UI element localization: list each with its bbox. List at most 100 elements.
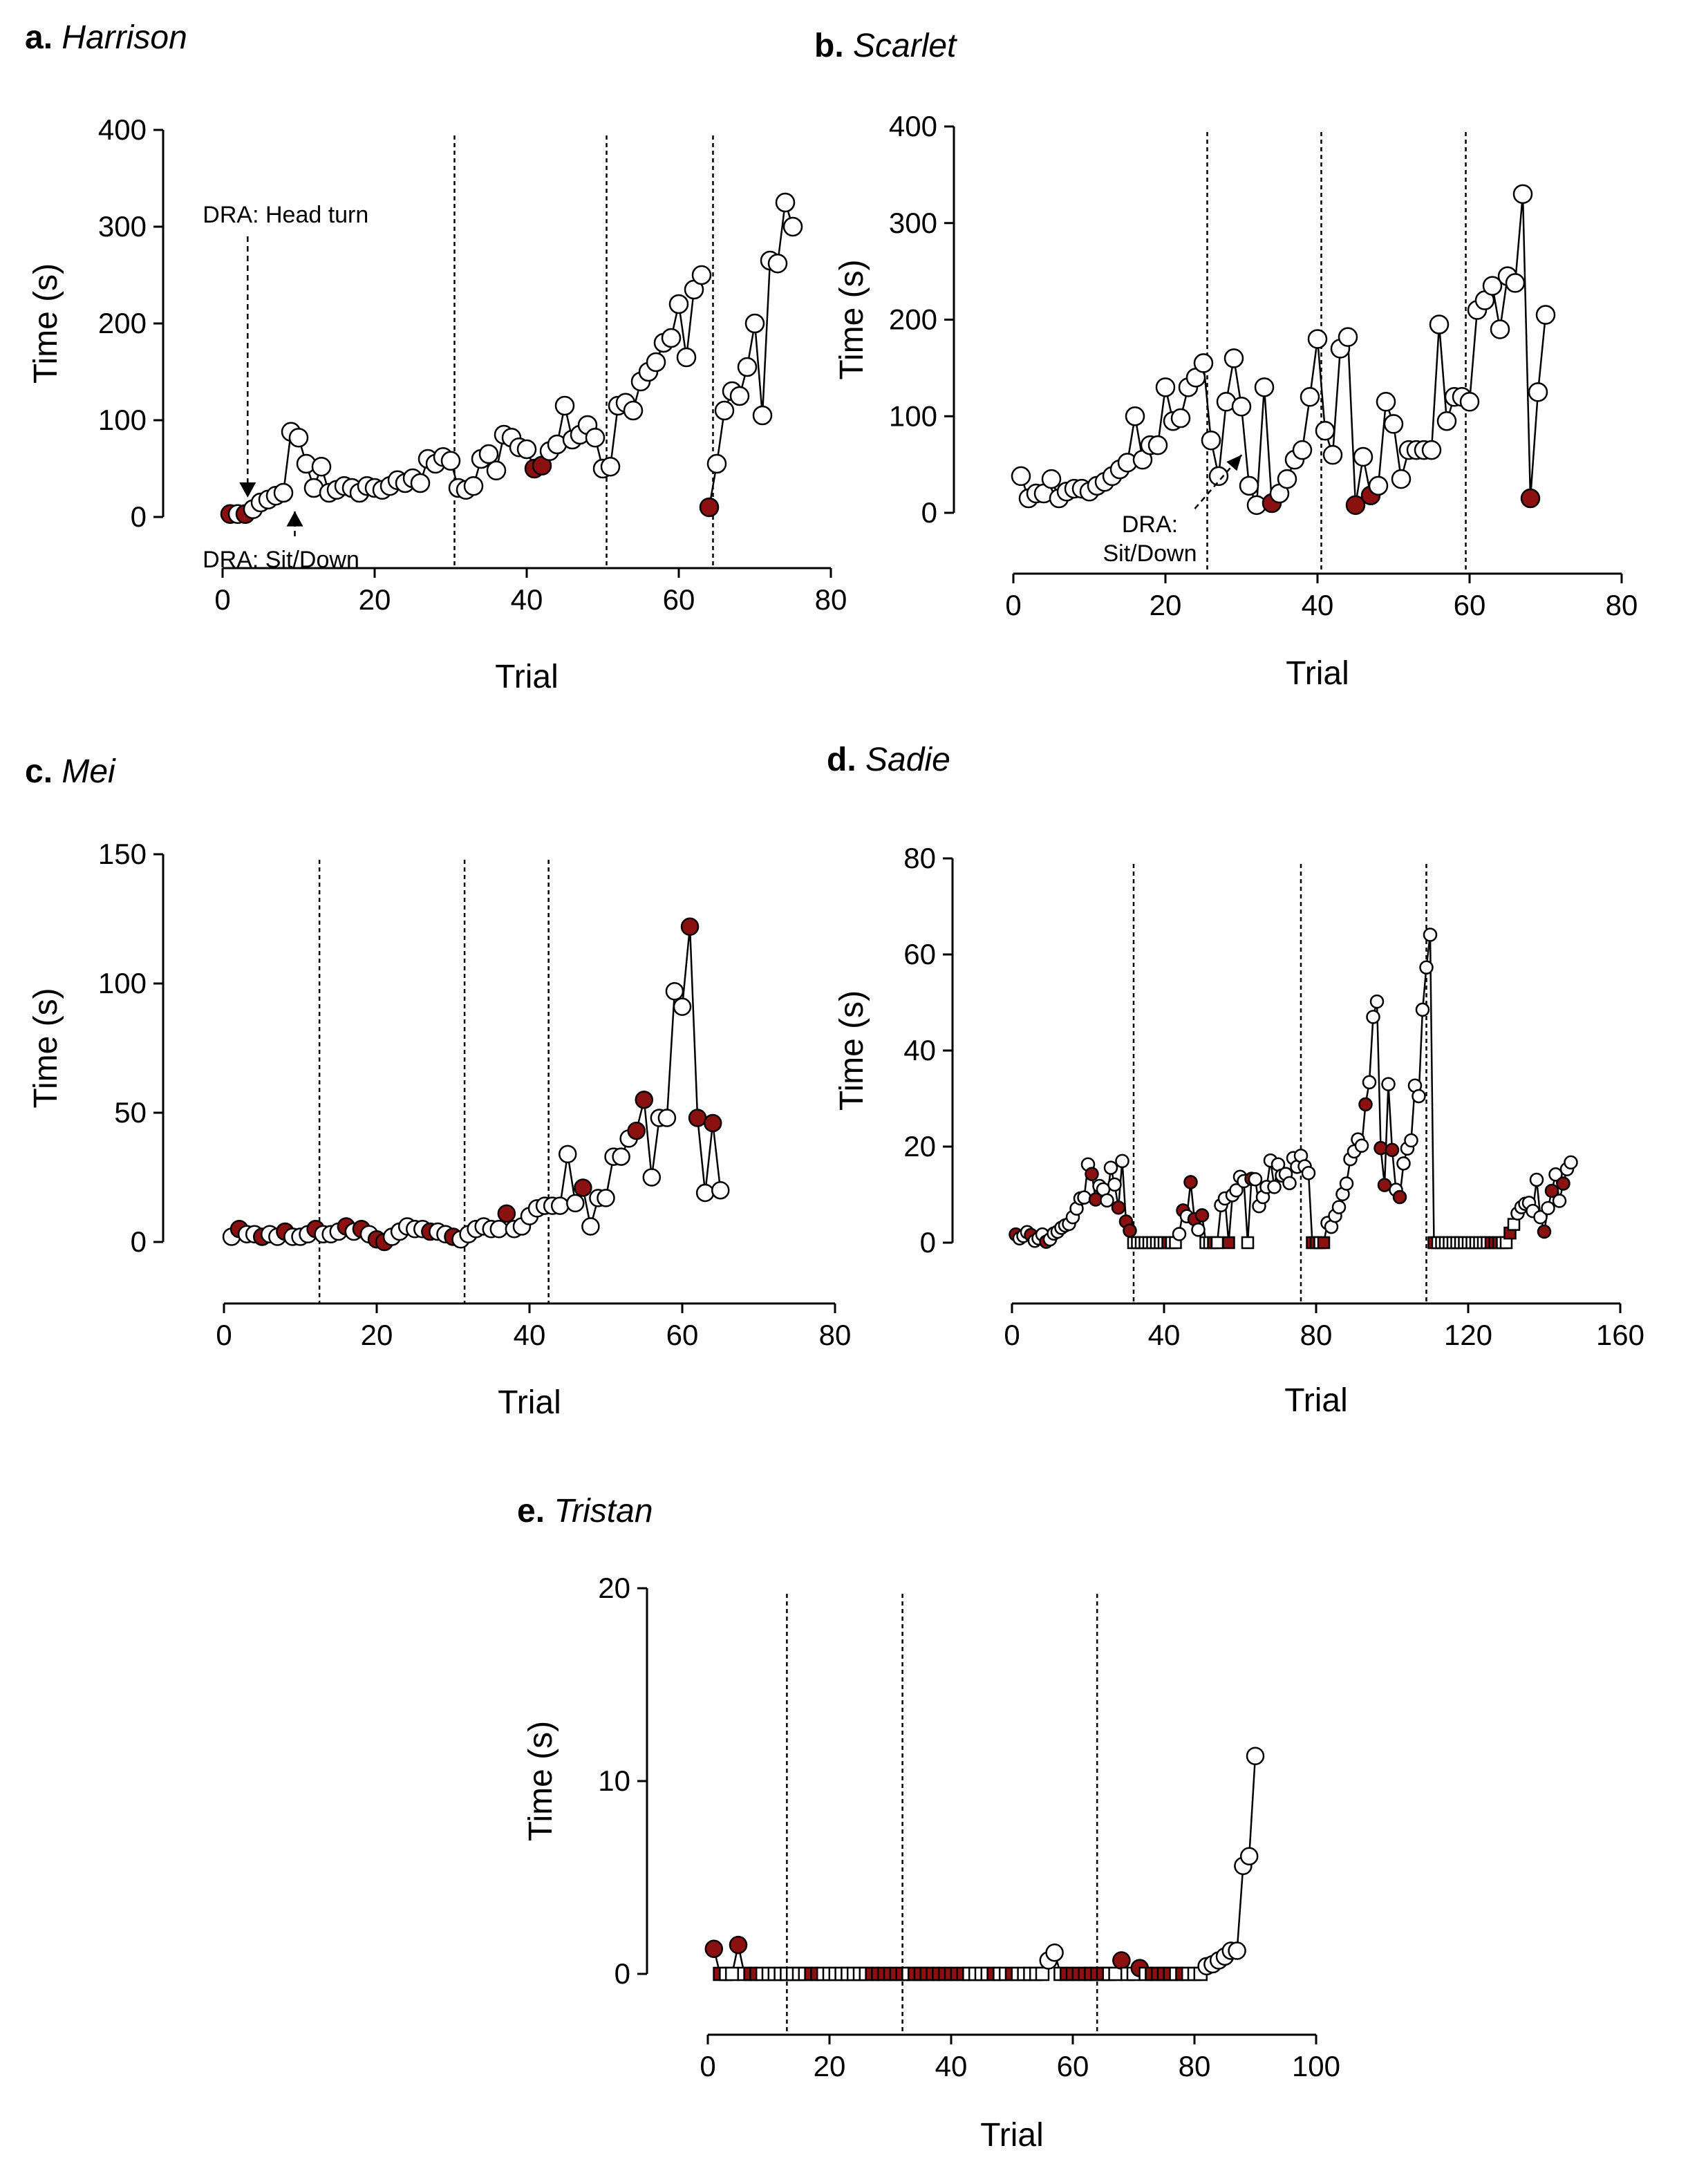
x-tick-label: 60 <box>1454 589 1486 621</box>
data-point <box>676 347 697 368</box>
x-tick-label: 80 <box>1179 2050 1211 2082</box>
x-axis-label: Trial <box>980 2117 1044 2154</box>
x-axis-label: Trial <box>1286 655 1349 692</box>
y-tick-label: 0 <box>920 1226 936 1259</box>
data-point-reinforced <box>1111 1201 1126 1215</box>
data-point <box>1541 1201 1555 1216</box>
data-point-reinforced <box>1123 1223 1137 1238</box>
x-tick-label: 20 <box>361 1319 393 1351</box>
panel-title: a. Harrison <box>25 19 187 56</box>
y-tick-label: 100 <box>889 399 937 432</box>
data-point <box>1210 1236 1224 1250</box>
data-point <box>1423 928 1438 942</box>
y-axis-label: Time (s) <box>28 988 64 1108</box>
data-point <box>463 476 484 496</box>
y-tick-label: 400 <box>98 113 147 146</box>
data-point-reinforced <box>574 1178 592 1197</box>
data-point <box>657 1109 677 1127</box>
data-point-reinforced <box>635 1091 653 1109</box>
data-point <box>744 313 765 334</box>
data-point-reinforced <box>1358 1097 1373 1112</box>
x-tick-label: 0 <box>1005 589 1021 621</box>
data-point <box>1339 1176 1354 1191</box>
data-point <box>1193 353 1214 373</box>
annotation-label: DRA: <box>1122 511 1178 538</box>
panel-c-mei: c. Mei 0 50 100 150 Time (s) 0 20 40 60 80 Trial <box>25 753 851 1421</box>
data-point <box>1490 319 1510 339</box>
data-point <box>1125 406 1145 426</box>
data-point <box>1100 1193 1114 1208</box>
x-tick-label: 20 <box>359 583 391 616</box>
data-point <box>691 265 712 285</box>
data-point <box>1300 387 1320 407</box>
data-point <box>554 395 575 416</box>
data-point <box>1396 1156 1411 1171</box>
y-tick-label: 80 <box>903 842 936 874</box>
data-point <box>668 294 689 314</box>
data-point <box>642 1168 662 1187</box>
data-point <box>1201 430 1221 451</box>
y-tick-label: 10 <box>598 1764 630 1797</box>
data-point <box>440 451 461 471</box>
data-point <box>1241 1236 1255 1250</box>
x-tick-label: 20 <box>814 2050 846 2082</box>
data-point <box>775 192 796 213</box>
data-point <box>729 386 750 406</box>
data-point-reinforced <box>1544 1183 1559 1198</box>
x-axis-label: Trial <box>1284 1382 1348 1419</box>
data-point <box>1529 1172 1544 1187</box>
data-point-reinforced <box>1520 488 1541 509</box>
data-point <box>1381 1077 1396 1091</box>
data-point-reinforced <box>1537 1224 1552 1239</box>
data-point <box>767 253 788 274</box>
data-point <box>1528 382 1548 402</box>
arrowhead <box>286 511 303 527</box>
x-tick-label: 40 <box>511 583 543 616</box>
y-tick-label: 40 <box>903 1034 936 1066</box>
data-point <box>706 453 727 474</box>
data-point <box>1512 184 1533 205</box>
data-point <box>695 1183 715 1203</box>
y-tick-label: 300 <box>98 210 147 243</box>
data-point <box>1548 1167 1563 1182</box>
data-point-reinforced <box>1317 1236 1331 1250</box>
data-point <box>1419 960 1434 975</box>
data-point <box>1362 1075 1377 1090</box>
data-point <box>1564 1155 1578 1170</box>
data-point <box>673 997 692 1016</box>
y-tick-label: 0 <box>131 1225 147 1258</box>
data-point-reinforced <box>1556 1176 1570 1191</box>
data-point <box>1322 444 1343 465</box>
data-point <box>1239 476 1259 496</box>
y-tick-label: 400 <box>889 110 937 142</box>
data-point <box>1507 1218 1521 1231</box>
data-point <box>612 1147 630 1166</box>
x-axis-label: Trial <box>498 1384 561 1421</box>
x-tick-label: 0 <box>214 583 230 616</box>
panel-name: Mei <box>62 753 116 790</box>
series-line <box>713 1755 1257 1975</box>
y-tick-label: 20 <box>903 1130 936 1162</box>
y-tick-label: 20 <box>598 1572 630 1604</box>
data-point <box>1482 276 1503 296</box>
data-point-reinforced <box>1345 495 1366 516</box>
panel-title: d. Sadie <box>827 742 950 778</box>
data-point <box>1035 1966 1050 1981</box>
y-tick-label: 200 <box>98 307 147 339</box>
data-point <box>1391 469 1412 489</box>
data-point-reinforced <box>627 1121 646 1140</box>
data-point <box>311 456 332 477</box>
panel-title: c. Mei <box>25 753 116 790</box>
y-tick-label: 150 <box>98 838 147 870</box>
y-tick-label: 300 <box>889 207 937 239</box>
data-point <box>1376 392 1396 412</box>
data-point-reinforced <box>680 917 700 936</box>
x-tick-label: 60 <box>1057 2050 1089 2082</box>
y-tick-label: 200 <box>889 303 937 336</box>
data-point-reinforced <box>703 1113 722 1133</box>
data-point <box>1277 469 1297 489</box>
data-point <box>724 1966 740 1981</box>
data-point <box>665 981 684 1001</box>
data-point <box>1045 1943 1064 1962</box>
data-point-reinforced <box>1112 1951 1131 1970</box>
